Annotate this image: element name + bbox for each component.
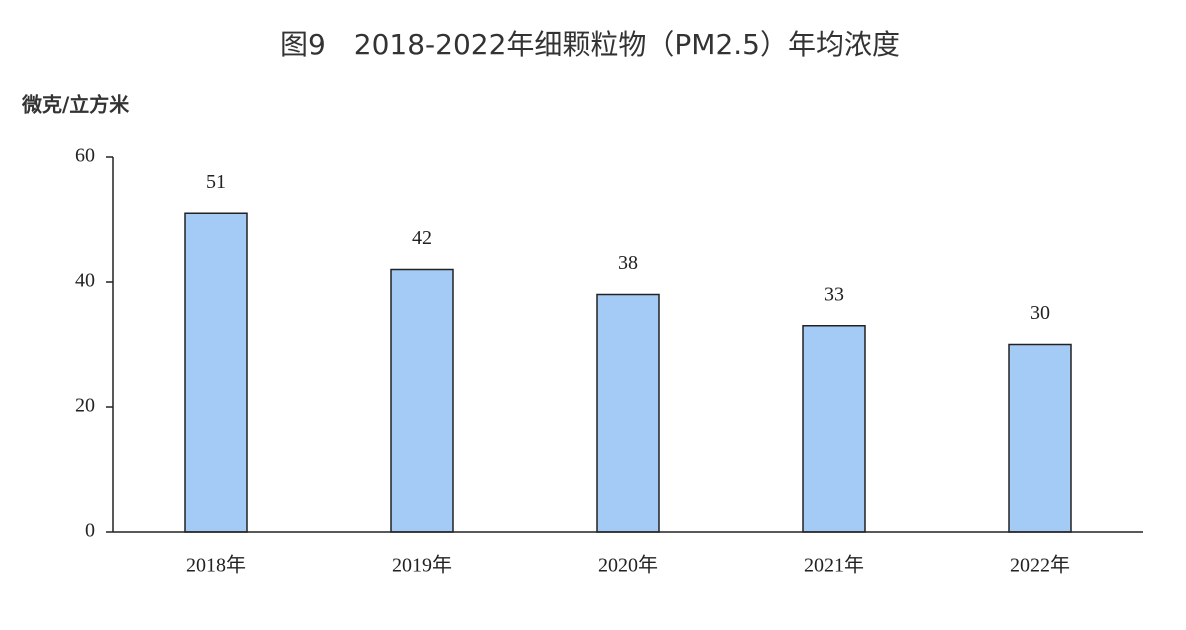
data-label: 33 — [824, 283, 844, 305]
data-label: 38 — [618, 252, 638, 274]
bar — [1008, 343, 1072, 533]
bar — [596, 293, 660, 533]
y-axis-label: 微克/立方米 — [21, 93, 130, 117]
data-label: 42 — [412, 227, 432, 249]
data-label: 51 — [206, 171, 226, 193]
data-label: 30 — [1030, 302, 1050, 324]
y-tick-label: 20 — [75, 395, 95, 417]
chart-title: 图9 2018-2022年细颗粒物（PM2.5）年均浓度 — [280, 28, 900, 61]
y-tick-label: 40 — [75, 270, 95, 292]
x-tick-label: 2019年 — [392, 554, 452, 577]
x-tick-label: 2018年 — [186, 554, 246, 577]
x-tick-label: 2020年 — [598, 554, 658, 577]
bar — [184, 212, 248, 533]
y-tick-label: 60 — [75, 145, 95, 167]
x-tick-label: 2022年 — [1010, 554, 1070, 577]
bar — [390, 268, 454, 533]
y-tick-label: 0 — [85, 520, 95, 542]
bar — [802, 325, 866, 533]
x-tick-label: 2021年 — [804, 554, 864, 577]
